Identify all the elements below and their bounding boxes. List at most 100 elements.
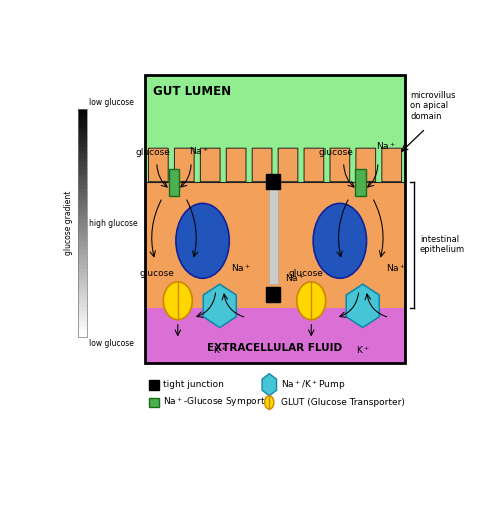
Polygon shape	[146, 75, 405, 182]
Bar	[78, 314, 87, 318]
Bar	[78, 189, 87, 193]
FancyBboxPatch shape	[200, 148, 220, 182]
Polygon shape	[346, 284, 379, 328]
Bar	[78, 132, 87, 136]
FancyBboxPatch shape	[278, 148, 298, 182]
FancyBboxPatch shape	[149, 148, 168, 182]
Bar	[78, 113, 87, 116]
Bar	[78, 250, 87, 253]
Bar	[149, 380, 159, 390]
Bar	[78, 238, 87, 242]
Bar	[78, 280, 87, 284]
Bar	[78, 292, 87, 295]
Text: GUT LUMEN: GUT LUMEN	[153, 85, 231, 98]
Ellipse shape	[313, 203, 367, 279]
Ellipse shape	[265, 396, 274, 409]
Bar	[78, 307, 87, 311]
Text: microvillus
on apical
domain: microvillus on apical domain	[410, 91, 456, 121]
Bar	[78, 272, 87, 276]
Bar	[78, 109, 87, 113]
Bar	[78, 208, 87, 211]
Bar	[356, 168, 366, 196]
Text: intestinal
epithelium: intestinal epithelium	[420, 235, 465, 254]
Polygon shape	[146, 308, 405, 363]
Text: glucose: glucose	[288, 269, 323, 279]
Text: low glucose: low glucose	[89, 339, 134, 348]
Bar	[78, 151, 87, 155]
Bar	[78, 261, 87, 265]
Bar	[78, 120, 87, 124]
Bar	[78, 139, 87, 143]
Bar	[78, 124, 87, 128]
Bar	[78, 227, 87, 231]
Bar	[78, 177, 87, 181]
FancyBboxPatch shape	[304, 148, 324, 182]
FancyBboxPatch shape	[175, 148, 194, 182]
Bar	[78, 242, 87, 246]
Bar	[78, 276, 87, 280]
Polygon shape	[146, 182, 405, 308]
Text: Na$^+$: Na$^+$	[386, 263, 406, 274]
Bar	[78, 253, 87, 258]
Bar	[78, 185, 87, 189]
Text: K$^+$: K$^+$	[213, 344, 227, 356]
Bar	[78, 219, 87, 223]
Bar	[78, 326, 87, 330]
Bar	[78, 284, 87, 288]
Ellipse shape	[176, 203, 229, 279]
Bar	[78, 116, 87, 120]
Bar	[78, 197, 87, 200]
Bar	[266, 287, 280, 302]
Text: glucose gradient: glucose gradient	[63, 191, 73, 255]
Bar	[78, 216, 87, 219]
Text: Na$^+$: Na$^+$	[376, 140, 396, 152]
Bar	[78, 155, 87, 158]
Ellipse shape	[297, 282, 326, 319]
Polygon shape	[203, 284, 236, 328]
FancyBboxPatch shape	[252, 148, 272, 182]
Bar	[78, 269, 87, 272]
Text: Na$^+$: Na$^+$	[189, 145, 209, 157]
Bar	[266, 174, 280, 189]
Bar	[78, 303, 87, 307]
Bar	[78, 265, 87, 269]
Bar	[78, 330, 87, 334]
Text: K$^+$: K$^+$	[356, 344, 369, 356]
Text: Na$^+$: Na$^+$	[284, 272, 305, 284]
Text: high glucose: high glucose	[89, 219, 138, 227]
Text: glucose: glucose	[136, 148, 170, 157]
Bar	[78, 204, 87, 208]
Bar	[78, 246, 87, 250]
Bar	[78, 128, 87, 132]
Text: EXTRACELLULAR FLUID: EXTRACELLULAR FLUID	[208, 343, 342, 353]
Ellipse shape	[163, 282, 192, 319]
Bar	[78, 162, 87, 166]
Bar	[78, 223, 87, 227]
Bar	[78, 109, 87, 337]
Bar	[78, 231, 87, 234]
Text: glucose: glucose	[319, 148, 353, 157]
Bar	[78, 334, 87, 337]
Text: tight junction: tight junction	[163, 380, 224, 389]
Text: low glucose: low glucose	[89, 98, 134, 107]
Bar	[78, 288, 87, 292]
Bar	[169, 168, 179, 196]
Bar	[78, 234, 87, 238]
Bar	[78, 258, 87, 261]
Bar	[78, 200, 87, 204]
Bar	[78, 211, 87, 216]
Bar	[78, 147, 87, 151]
Bar	[78, 181, 87, 185]
Text: Na$^+$: Na$^+$	[231, 263, 251, 274]
Polygon shape	[262, 374, 277, 396]
Bar	[149, 397, 159, 408]
Text: GLUT (Glucose Transporter): GLUT (Glucose Transporter)	[281, 398, 404, 407]
FancyBboxPatch shape	[226, 148, 246, 182]
Bar	[78, 311, 87, 314]
Bar	[78, 169, 87, 174]
Polygon shape	[269, 182, 277, 284]
Bar	[78, 158, 87, 162]
Bar	[78, 136, 87, 139]
Bar	[78, 193, 87, 197]
Bar	[78, 143, 87, 147]
